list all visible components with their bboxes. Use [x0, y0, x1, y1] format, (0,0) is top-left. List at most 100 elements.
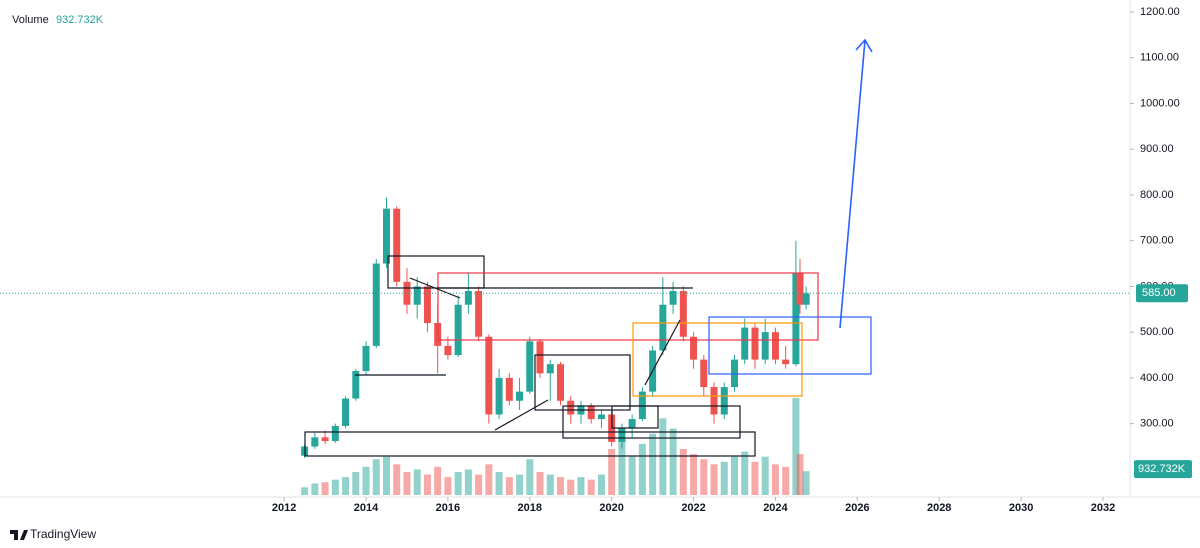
- volume-pane: [301, 397, 810, 495]
- volume-bar: [659, 418, 667, 495]
- candle-body: [372, 263, 380, 346]
- volume-bar: [577, 477, 585, 495]
- y-tick-label: 1200.00: [1140, 6, 1180, 18]
- candle-body: [710, 387, 718, 415]
- x-tick-label: 2032: [1091, 502, 1115, 514]
- candle-body: [792, 272, 800, 365]
- y-tick-label: 700.00: [1140, 235, 1174, 247]
- volume-bar: [731, 456, 738, 495]
- volume-bar: [751, 461, 759, 495]
- candle-body: [556, 364, 564, 401]
- candle-body: [362, 345, 370, 372]
- candle-body: [700, 359, 708, 388]
- candle-body: [761, 332, 769, 360]
- candle-body: [618, 428, 626, 442]
- volume-bar: [782, 466, 790, 495]
- volume-bar: [362, 466, 370, 495]
- candle-body: [526, 341, 534, 392]
- volume-bar: [567, 479, 575, 495]
- arrow: [839, 38, 873, 329]
- candle-body: [393, 208, 401, 282]
- volume-bar: [475, 474, 483, 495]
- volume-tag-label: 932.732K: [1138, 463, 1186, 475]
- candle-body: [782, 359, 790, 365]
- x-tick-label: 2026: [845, 502, 869, 514]
- last-price-label: 585.00: [1142, 287, 1176, 299]
- y-tick-label: 1000.00: [1140, 97, 1180, 109]
- candle-body: [751, 327, 759, 360]
- candle-body: [403, 281, 411, 305]
- volume-bar: [618, 438, 626, 495]
- candle-body: [771, 332, 779, 360]
- volume-bar: [792, 397, 800, 495]
- drawings: [304, 38, 873, 457]
- volume-title: Volume: [12, 14, 49, 26]
- candle-body: [475, 291, 483, 337]
- volume-tag: [1134, 460, 1192, 479]
- volume-bar: [485, 464, 493, 495]
- volume-bar: [690, 454, 698, 495]
- candle-body: [413, 286, 421, 305]
- volume-bar: [597, 474, 605, 495]
- volume-bar: [771, 464, 779, 495]
- volume-bar: [382, 456, 390, 495]
- volume-bar: [761, 456, 769, 495]
- candle-body: [546, 364, 554, 374]
- candle-body: [567, 400, 575, 415]
- candle-body: [731, 359, 738, 388]
- box: [437, 272, 819, 341]
- volume-bar: [464, 469, 472, 495]
- x-tick-label: 2020: [599, 502, 623, 514]
- x-tick-label: 2016: [436, 502, 460, 514]
- candle-body: [690, 336, 698, 360]
- candle-body: [587, 405, 595, 420]
- candle-body: [516, 391, 524, 401]
- volume-bar: [403, 472, 411, 495]
- candle-body: [321, 437, 329, 442]
- volume-bar: [352, 472, 360, 495]
- volume-bar: [649, 433, 657, 495]
- candle-body: [495, 377, 503, 415]
- volume-bar: [710, 464, 718, 495]
- candle-body: [342, 398, 350, 426]
- candle-body: [464, 291, 472, 305]
- volume-bar: [423, 474, 431, 495]
- x-tick-label: 2024: [763, 502, 788, 514]
- volume-bar: [444, 477, 452, 495]
- y-tick-label: 1100.00: [1140, 52, 1179, 64]
- candle-body: [638, 391, 646, 420]
- brand: TradingView: [10, 527, 96, 541]
- volume-bar: [321, 482, 329, 495]
- volume-bar: [495, 472, 503, 495]
- candle-body: [382, 208, 390, 264]
- x-tick-label: 2028: [927, 502, 951, 514]
- volume-bar: [638, 443, 646, 495]
- volume-bar: [393, 464, 401, 495]
- y-tick-label: 800.00: [1140, 189, 1174, 201]
- brand-name: TradingView: [30, 527, 96, 541]
- volume-bar: [342, 477, 350, 495]
- volume-bar: [587, 479, 595, 495]
- candle-body: [423, 286, 431, 324]
- candle-body: [444, 345, 452, 356]
- candles: [301, 197, 810, 458]
- x-tick-label: 2014: [354, 502, 379, 514]
- candle-body: [505, 377, 513, 401]
- volume-bar: [802, 471, 810, 495]
- trend-line: [409, 277, 461, 299]
- candle-body: [741, 327, 749, 360]
- volume-bar: [516, 474, 524, 495]
- candle-body: [331, 425, 339, 442]
- box: [708, 316, 872, 375]
- volume-value: 932.732K: [56, 14, 104, 26]
- volume-bar: [372, 459, 380, 495]
- volume-bar: [741, 451, 749, 495]
- box: [534, 354, 631, 411]
- volume-bar: [669, 428, 677, 495]
- volume-bar: [536, 472, 544, 495]
- volume-bar: [301, 487, 309, 495]
- candle-body: [679, 291, 687, 337]
- volume-bar: [679, 449, 687, 495]
